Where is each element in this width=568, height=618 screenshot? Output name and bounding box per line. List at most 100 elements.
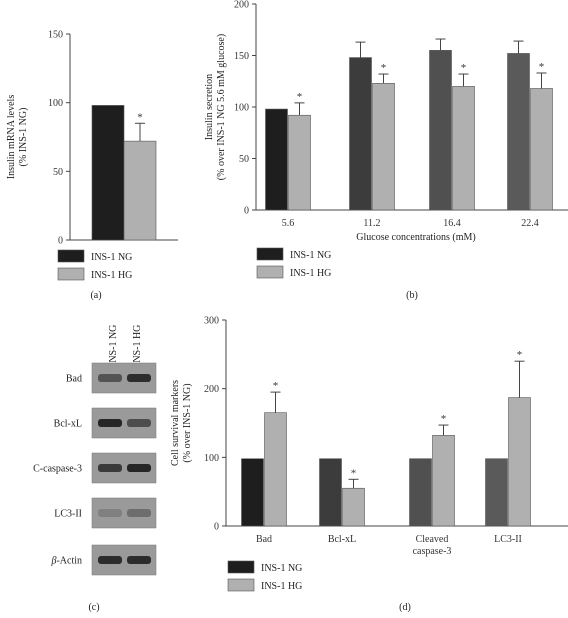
y-axis-label-line: Insulin secretion <box>204 74 215 140</box>
bar <box>264 412 287 527</box>
blot-row-label: β-Actin <box>50 556 82 567</box>
x-tick-label: 5.6 <box>282 218 295 229</box>
blot-band <box>98 556 122 564</box>
legend-label: INS-1 NG <box>290 250 331 261</box>
y-axis-label-line: (% over INS-1 NG) <box>182 383 193 462</box>
bar <box>288 114 311 211</box>
blot-band <box>127 556 151 564</box>
y-axis-label-line: Insulin mRNA levels <box>6 95 17 180</box>
blot-band <box>127 509 151 517</box>
blot-row-label: LC3-II <box>54 509 82 520</box>
legend-label: INS-1 HG <box>290 268 331 279</box>
bar <box>319 458 342 527</box>
legend-label: INS-1 NG <box>261 563 302 574</box>
bar <box>432 435 455 527</box>
x-tick-label: 22.4 <box>521 218 539 229</box>
blot-band <box>98 464 122 472</box>
bar <box>123 140 157 241</box>
significance-star: * <box>137 111 143 123</box>
y-tick-label: 150 <box>234 51 249 62</box>
y-tick-label: 50 <box>239 154 249 165</box>
y-axis-label-line: (% over INS-1 NG 5.6 mM glucose) <box>216 34 227 180</box>
bar <box>342 487 365 527</box>
blot-band <box>127 374 151 382</box>
blot-row-label: Bcl-xL <box>54 419 82 430</box>
significance-star: * <box>351 467 357 479</box>
bar <box>372 83 395 211</box>
bar <box>265 108 288 211</box>
x-tick-label: Cleaved <box>416 534 449 545</box>
blot-band <box>127 419 151 427</box>
bar <box>409 458 432 527</box>
blot-column-label: INS-1 HG <box>132 325 143 366</box>
y-tick-label: 100 <box>234 103 249 114</box>
blot-c: INS-1 NG INS-1 HG Bad Bcl-xL C-caspase-3 LC3-… <box>33 325 157 613</box>
y-tick-label: 50 <box>53 167 63 178</box>
blot-band <box>127 464 151 472</box>
x-tick-label: 11.2 <box>363 218 380 229</box>
significance-star: * <box>517 349 523 361</box>
blot-lane <box>91 497 157 529</box>
panel-label: (b) <box>406 290 418 301</box>
bar <box>241 458 264 527</box>
y-tick-label: 0 <box>214 522 219 533</box>
x-tick-label: Bad <box>256 534 272 545</box>
legend-swatch <box>227 560 255 574</box>
legend-swatch <box>227 578 255 592</box>
significance-star: * <box>381 62 387 74</box>
x-tick-label: caspase-3 <box>413 546 452 557</box>
blot-row-label-rest: -Actin <box>56 556 82 567</box>
x-tick-label: 16.4 <box>443 218 461 229</box>
legend-swatch <box>256 265 284 279</box>
bar <box>530 88 553 211</box>
x-tick-label: LC3-II <box>494 534 522 545</box>
panel-label: (a) <box>90 290 101 301</box>
y-tick-label: 100 <box>48 98 63 109</box>
blot-row-label: Bad <box>66 374 82 385</box>
y-axis-label: Insulin mRNA levels(% INS-1 NG) <box>6 95 29 180</box>
legend-label: INS-1 HG <box>261 581 302 592</box>
y-tick-label: 300 <box>204 316 219 327</box>
significance-star: * <box>273 380 279 392</box>
y-tick-label: 0 <box>58 236 63 247</box>
blot-row-label: C-caspase-3 <box>33 464 82 475</box>
blot-band <box>98 509 122 517</box>
panel-label: (d) <box>399 602 411 613</box>
y-axis-label: Insulin secretion(% over INS-1 NG 5.6 mM… <box>204 34 227 180</box>
chart-d: 0 100 200 300 Cell survival markers(% over I… <box>170 316 568 613</box>
legend-swatch <box>256 247 284 261</box>
y-tick-label: 150 <box>48 30 63 41</box>
legend-label: INS-1 NG <box>91 252 132 263</box>
significance-star: * <box>297 91 303 103</box>
blot-band <box>98 374 122 382</box>
x-tick-label: Bcl-xL <box>328 534 356 545</box>
significance-star: * <box>461 62 467 74</box>
blot-row-label-greek: β <box>50 556 56 567</box>
bar <box>91 105 125 241</box>
bar <box>429 50 452 211</box>
y-tick-label: 100 <box>204 453 219 464</box>
y-tick-label: 200 <box>234 0 249 11</box>
blot-column-label: INS-1 NG <box>108 325 119 366</box>
y-tick-label: 200 <box>204 384 219 395</box>
chart-b: 0 50 100 150 200 Insulin secretion(% over INS… <box>204 0 568 301</box>
y-axis-label-line: (% INS-1 NG) <box>18 108 29 167</box>
legend-swatch <box>57 267 85 281</box>
y-tick-label: 0 <box>244 206 249 217</box>
blot-band <box>98 419 122 427</box>
panel-label: (c) <box>88 602 99 613</box>
bar <box>452 86 475 211</box>
significance-star: * <box>539 61 545 73</box>
bar <box>508 397 531 527</box>
legend-label: INS-1 HG <box>91 270 132 281</box>
bar <box>485 458 508 527</box>
x-axis-label: Glucose concentrations (mM) <box>356 232 475 243</box>
y-axis-label-line: Cell survival markers <box>170 380 181 466</box>
bar <box>349 57 372 211</box>
y-axis-label: Cell survival markers(% over INS-1 NG) <box>170 380 193 466</box>
legend-swatch <box>57 249 85 263</box>
bar <box>507 53 530 211</box>
chart-a: 0 50 100 150 Insulin mRNA levels(% INS-1 NG)… <box>6 30 178 301</box>
significance-star: * <box>441 413 447 425</box>
